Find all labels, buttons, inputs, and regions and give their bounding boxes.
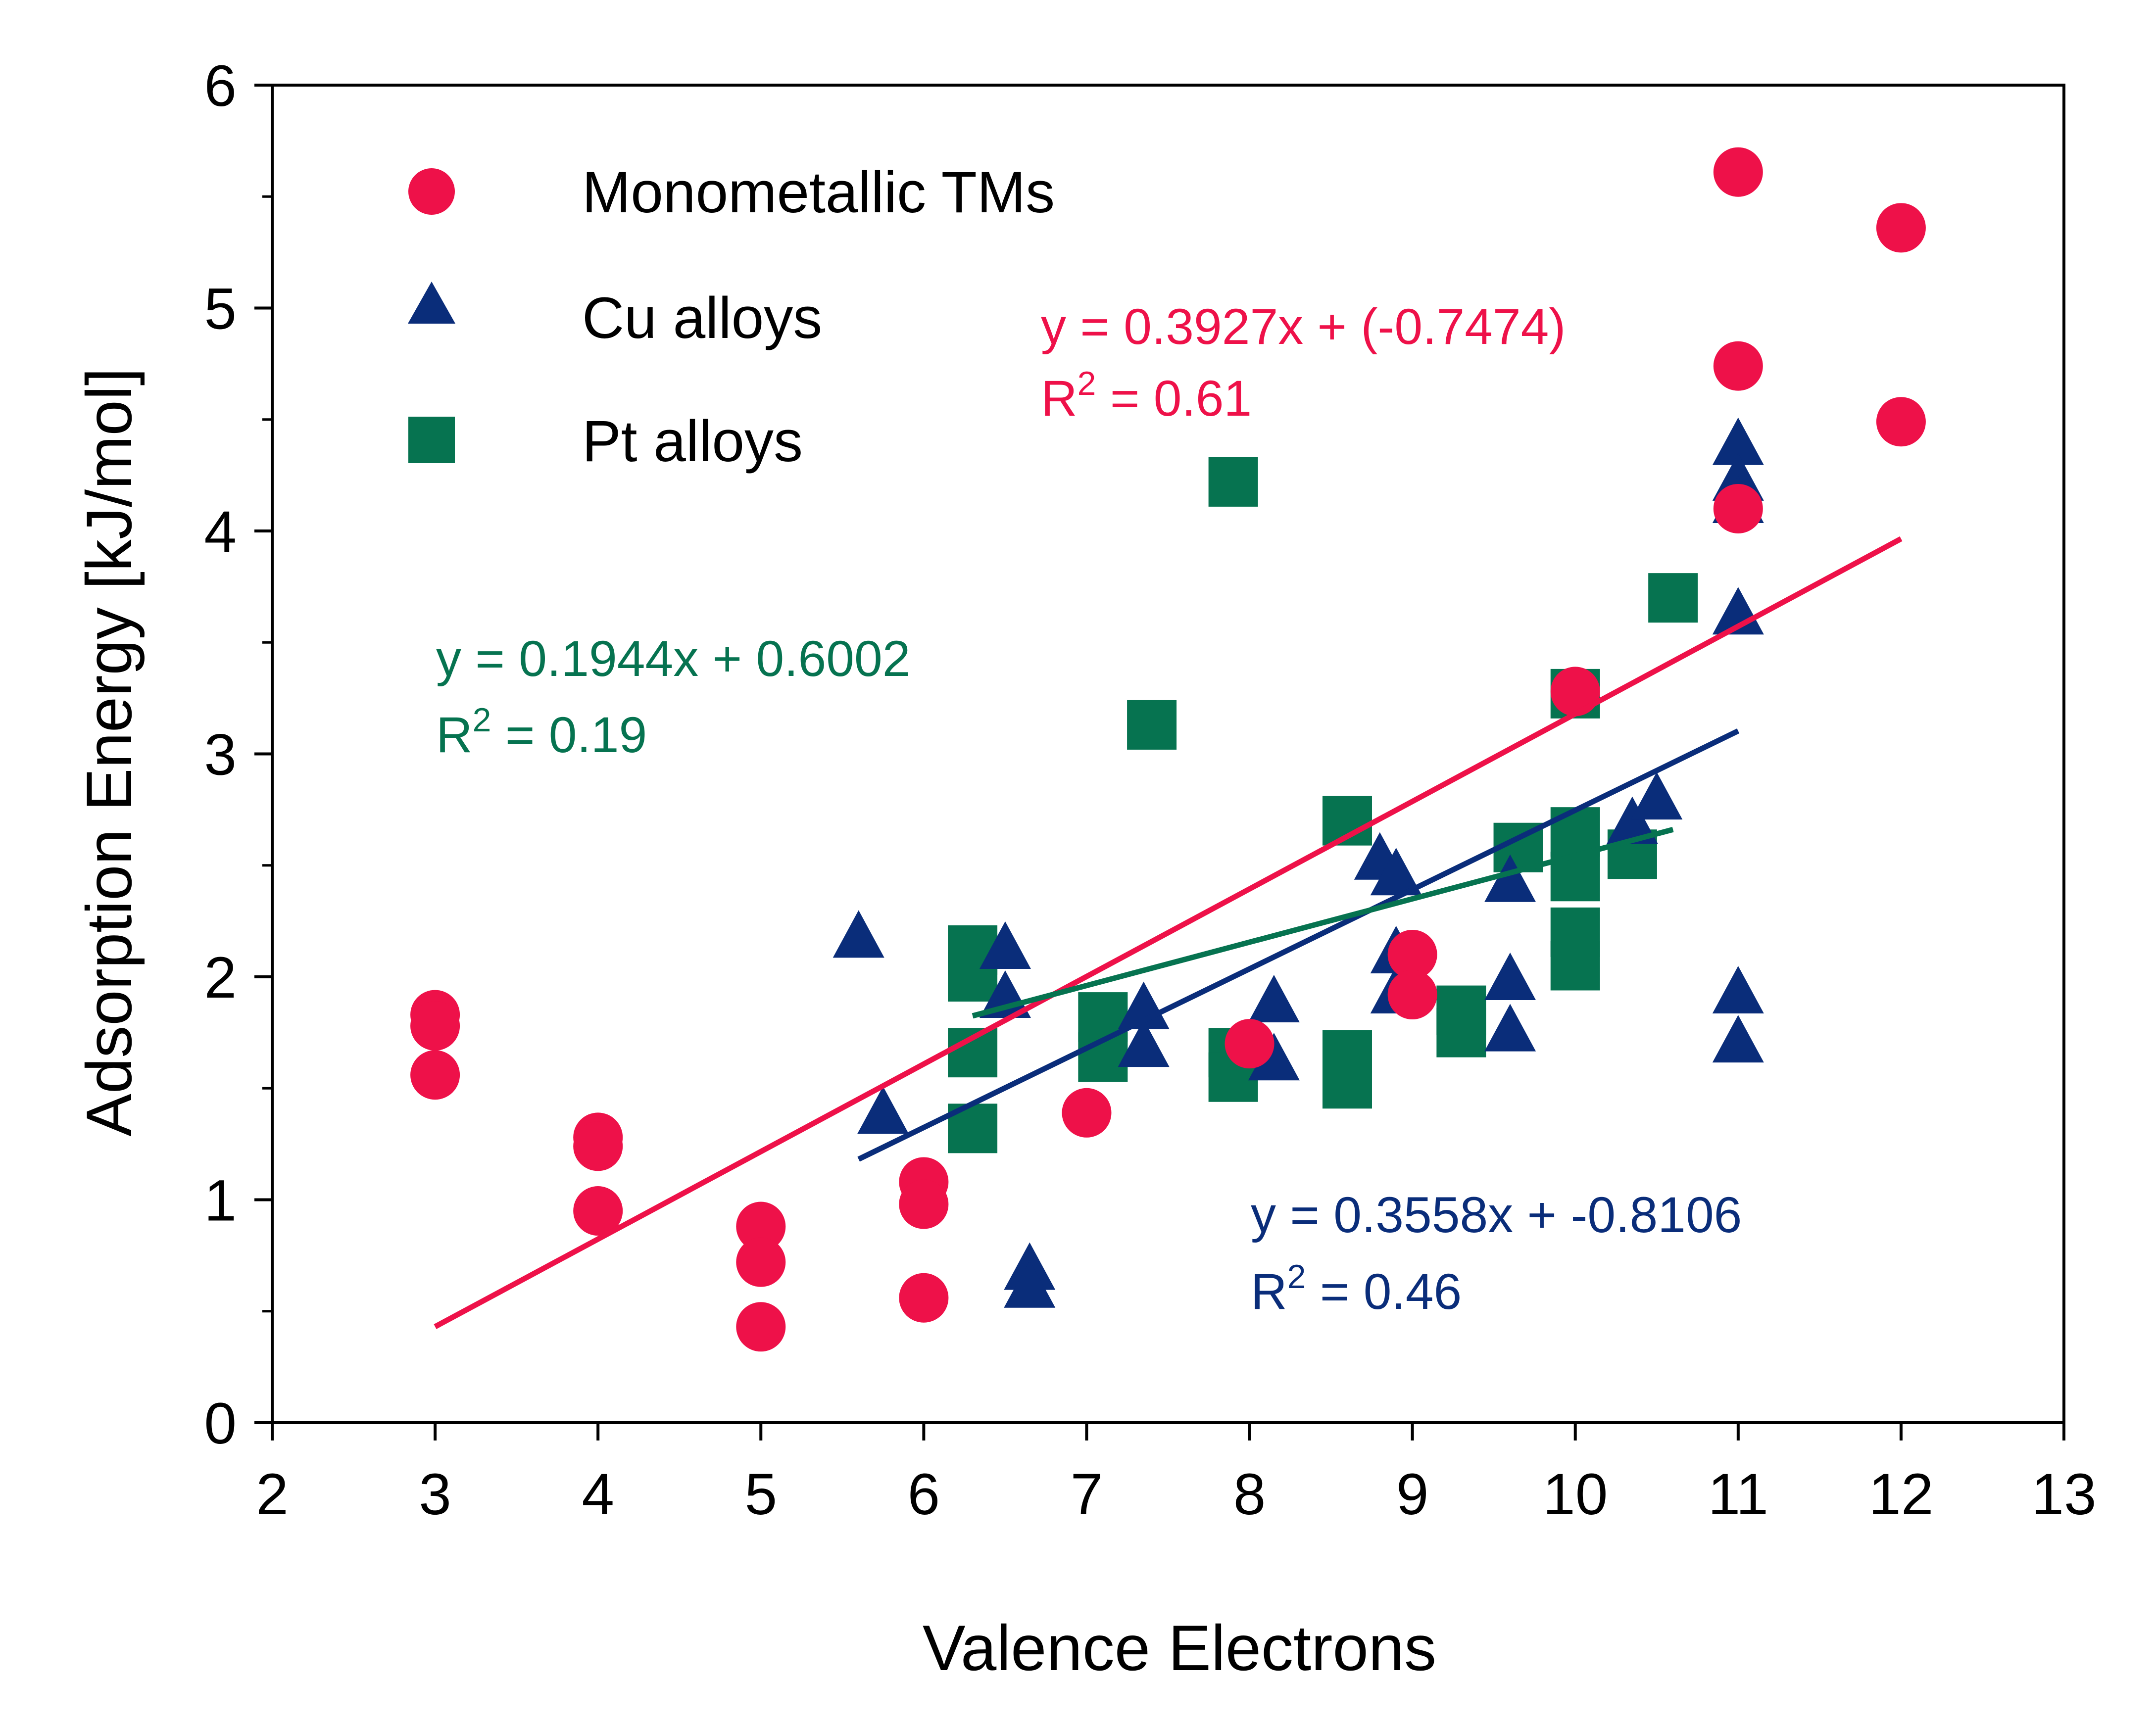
monometallic-point-15: [1387, 970, 1437, 1020]
y-tick-label-2: 2: [204, 945, 237, 1010]
cu-alloy-point-11: [1370, 848, 1422, 896]
legend-marker-monometallic: [408, 168, 455, 215]
y-tick-label-0: 0: [204, 1391, 237, 1456]
x-tick-label-6: 6: [908, 1462, 940, 1527]
monometallic-point-1: [410, 1001, 460, 1051]
cu-alloy-point-19: [1712, 417, 1764, 465]
pt-alloy-point-12: [1323, 1059, 1372, 1109]
pt-alloy-point-6: [1127, 700, 1177, 750]
cu-alloy-point-24: [1712, 1015, 1764, 1063]
cu-alloy-point-0: [833, 910, 884, 958]
annotation-monometallic-r2: R2 = 0.61: [1041, 365, 1252, 427]
annotation-monometallic: y = 0.3927x + (-0.7474) R2 = 0.61: [1041, 298, 1566, 427]
x-tick-label-13: 13: [2031, 1462, 2096, 1527]
annotation-cu-equation: y = 0.3558x + -0.8106: [1251, 1187, 1742, 1243]
cu-alloy-point-7: [1118, 1019, 1170, 1067]
x-tick-label-10: 10: [1543, 1462, 1608, 1527]
y-tick-label-6: 6: [204, 53, 237, 119]
x-axis-title: Valence Electrons: [923, 1612, 1436, 1684]
annotation-pt-r2: R2 = 0.19: [436, 701, 647, 763]
y-axis-title: Adsorption Energy [kJ/mol]: [73, 368, 145, 1136]
annotation-pt-equation: y = 0.1944x + 0.6002: [436, 630, 910, 687]
legend-label-pt: Pt alloys: [582, 409, 803, 474]
legend-label-monometallic: Monometallic TMs: [582, 160, 1055, 225]
annotation-pt: y = 0.1944x + 0.6002 R2 = 0.19: [436, 630, 910, 763]
x-tick-label-12: 12: [1868, 1462, 1933, 1527]
monometallic-point-19: [1713, 483, 1763, 533]
annotation-cu: y = 0.3558x + -0.8106 R2 = 0.46: [1251, 1187, 1742, 1320]
x-tick-label-8: 8: [1233, 1462, 1266, 1527]
monometallic-point-7: [736, 1237, 786, 1287]
legend: Monometallic TMs Cu alloys Pt alloys: [408, 160, 1055, 474]
monometallic-point-8: [736, 1302, 786, 1352]
monometallic-point-21: [1876, 397, 1926, 447]
cu-alloy-point-6: [1118, 981, 1170, 1029]
pt-alloy-point-22: [1648, 573, 1698, 623]
cu-alloy-point-17: [1606, 796, 1658, 844]
cu-alloy-point-14: [1484, 854, 1536, 902]
pt-alloy-point-7: [1208, 457, 1258, 507]
monometallic-point-4: [573, 1121, 623, 1171]
pt-alloy-point-20: [1550, 941, 1600, 991]
plot-area: [410, 147, 1926, 1352]
cu-alloy-point-8: [1248, 975, 1300, 1023]
monometallic-point-10: [899, 1179, 949, 1229]
monometallic-point-20: [1876, 203, 1926, 253]
x-tick-label-2: 2: [256, 1462, 289, 1527]
monometallic-point-12: [1062, 1088, 1112, 1138]
cu-fit-line: [857, 728, 1740, 1162]
monometallic-point-17: [1713, 147, 1763, 197]
legend-label-cu: Cu alloys: [582, 286, 822, 351]
y-tick-label-4: 4: [204, 499, 237, 565]
monometallic-point-6: [736, 1201, 786, 1251]
x-tick-label-11: 11: [1708, 1462, 1769, 1527]
y-tick-label-3: 3: [204, 722, 237, 788]
y-tick-label-1: 1: [204, 1168, 237, 1234]
monometallic-point-14: [1387, 929, 1437, 979]
monometallic-point-11: [899, 1273, 949, 1323]
x-tick-label-5: 5: [744, 1462, 777, 1527]
annotation-monometallic-equation: y = 0.3927x + (-0.7474): [1041, 298, 1566, 355]
monometallic-point-18: [1713, 341, 1763, 391]
monometallic-point-16: [1550, 667, 1600, 717]
cu-alloy-point-23: [1712, 966, 1764, 1014]
monometallic-fit-line: [434, 536, 1903, 1329]
x-tick-label-7: 7: [1071, 1462, 1103, 1527]
y-tick-label-5: 5: [204, 277, 237, 342]
monometallic-point-5: [573, 1186, 623, 1236]
legend-marker-cu: [408, 282, 455, 324]
cu-alloy-point-18: [1631, 772, 1683, 820]
cu-alloy-point-16: [1484, 1004, 1536, 1052]
x-tick-label-4: 4: [582, 1462, 614, 1527]
x-tick-label-3: 3: [419, 1462, 451, 1527]
pt-alloy-point-14: [1436, 1008, 1486, 1057]
legend-marker-pt: [408, 417, 455, 463]
cu-alloy-point-5: [1004, 1260, 1056, 1308]
cu-alloy-point-22: [1712, 587, 1764, 635]
cu-alloy-point-2: [979, 921, 1031, 969]
monometallic-point-13: [1225, 1019, 1274, 1069]
cu-alloy-point-1: [857, 1086, 909, 1134]
cu-alloy-point-9: [1248, 1033, 1300, 1081]
pt-fit-line: [972, 826, 1674, 1019]
cu-alloy-point-15: [1484, 953, 1536, 1001]
monometallic-point-2: [410, 1050, 460, 1100]
annotation-cu-r2: R2 = 0.46: [1251, 1258, 1462, 1320]
x-tick-label-9: 9: [1396, 1462, 1429, 1527]
